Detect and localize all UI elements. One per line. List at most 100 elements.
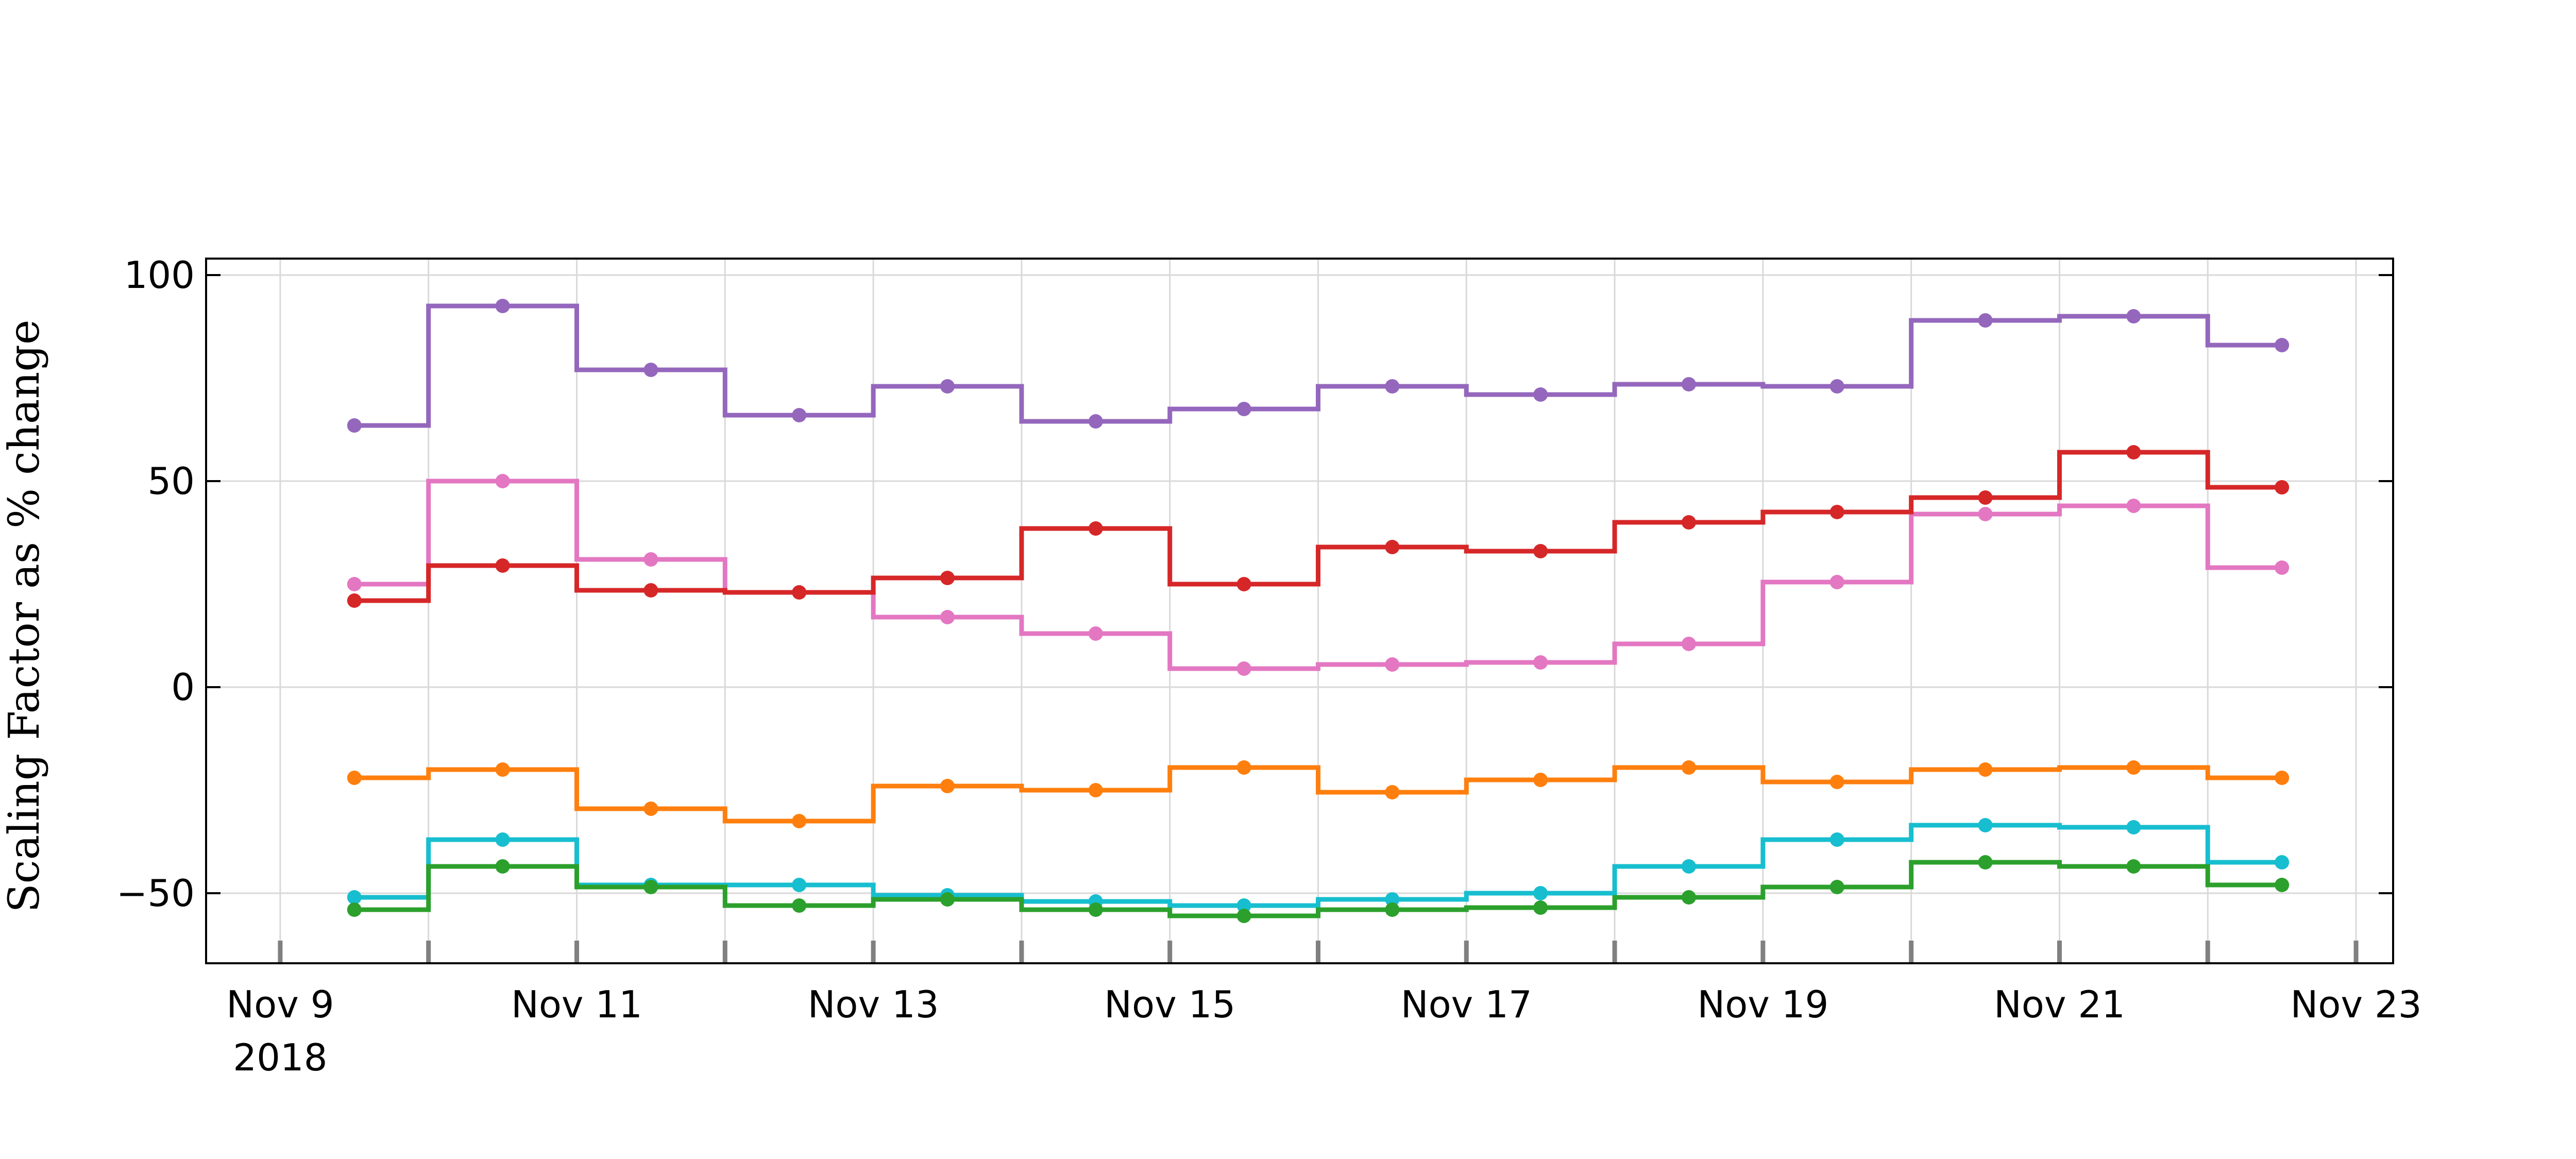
- data-point: [1681, 377, 1696, 391]
- data-point: [1681, 760, 1696, 775]
- data-point: [1236, 661, 1251, 676]
- series-3: [347, 760, 2290, 828]
- series-2: [347, 445, 2290, 608]
- x-tick-label: Nov 9: [226, 983, 334, 1026]
- data-point: [1829, 880, 1844, 894]
- data-point: [1978, 818, 1993, 832]
- data-point: [1533, 900, 1548, 915]
- x-tick-label: Nov 23: [2291, 983, 2422, 1026]
- data-point: [2275, 855, 2290, 870]
- data-point: [643, 583, 658, 598]
- data-point: [1681, 859, 1696, 874]
- data-point: [1681, 890, 1696, 905]
- x-tick-label: Nov 17: [1401, 983, 1532, 1026]
- data-point: [495, 299, 510, 313]
- data-point: [643, 363, 658, 377]
- data-point: [1236, 909, 1251, 923]
- data-point: [940, 892, 955, 907]
- data-point: [792, 585, 807, 600]
- data-point: [495, 558, 510, 573]
- data-point: [1385, 379, 1400, 394]
- data-point: [347, 771, 362, 785]
- data-point: [1829, 575, 1844, 589]
- data-point: [792, 878, 807, 892]
- data-point: [1978, 313, 1993, 328]
- data-point: [1533, 387, 1548, 402]
- data-point: [1533, 773, 1548, 787]
- data-point: [2275, 480, 2290, 495]
- data-point: [2126, 820, 2141, 834]
- data-point: [495, 832, 510, 847]
- data-point: [1829, 505, 1844, 519]
- data-point: [940, 571, 955, 585]
- data-point: [1236, 760, 1251, 775]
- data-point: [1385, 892, 1400, 907]
- y-tick-label: −50: [116, 872, 195, 915]
- data-point: [347, 577, 362, 591]
- data-point: [940, 379, 955, 394]
- data-point: [2275, 771, 2290, 785]
- data-point: [1533, 655, 1548, 670]
- data-point: [1978, 490, 1993, 505]
- data-point: [347, 902, 362, 917]
- data-point: [2126, 760, 2141, 775]
- x-tick-label: Nov 15: [1104, 983, 1235, 1026]
- data-point: [347, 418, 362, 433]
- data-point: [1978, 762, 1993, 777]
- data-point: [347, 890, 362, 905]
- series-5: [347, 855, 2290, 923]
- data-point: [1088, 902, 1103, 917]
- data-point: [1978, 855, 1993, 870]
- data-point: [1088, 783, 1103, 797]
- data-point: [1088, 626, 1103, 641]
- data-point: [2126, 499, 2141, 513]
- data-point: [2275, 338, 2290, 352]
- data-point: [495, 474, 510, 488]
- grid: [206, 259, 2393, 963]
- data-point: [1533, 886, 1548, 900]
- data-point: [792, 898, 807, 913]
- data-point: [1681, 637, 1696, 651]
- data-point: [2126, 859, 2141, 874]
- x-tick-label: Nov 13: [808, 983, 939, 1026]
- ticks: −50 0 50 100 Nov 9 2018 Nov 11 Nov 13 Nov 15 Nov …: [116, 253, 2422, 1079]
- plot-frame: [205, 258, 2394, 964]
- data-point: [347, 593, 362, 608]
- data-point: [2275, 878, 2290, 892]
- data-point: [792, 814, 807, 828]
- data-point: [495, 762, 510, 777]
- data-point: [643, 880, 658, 894]
- data-point: [1681, 515, 1696, 530]
- data-point: [1385, 902, 1400, 917]
- data-point: [1385, 657, 1400, 672]
- data-point: [2275, 560, 2290, 575]
- data-point: [1533, 544, 1548, 558]
- data-point: [1385, 540, 1400, 554]
- x-tick-label: Nov 11: [511, 983, 642, 1026]
- data-point: [1236, 577, 1251, 591]
- data-point: [1385, 785, 1400, 799]
- series-0: [347, 299, 2290, 433]
- data-point: [495, 859, 510, 874]
- x-tick-label: Nov 19: [1697, 983, 1828, 1026]
- data-point: [1978, 507, 1993, 521]
- x-tick-sublabel: 2018: [233, 1036, 327, 1079]
- data-point: [643, 802, 658, 816]
- y-axis-title: Scaling Factor as % change: [0, 319, 49, 912]
- data-point: [1236, 402, 1251, 416]
- data-point: [1236, 898, 1251, 913]
- y-tick-label: 50: [147, 459, 195, 503]
- y-tick-label: 100: [124, 253, 195, 297]
- data-point: [1829, 775, 1844, 789]
- data-point: [643, 552, 658, 567]
- data-point: [1088, 414, 1103, 429]
- data-point: [1829, 832, 1844, 847]
- data-point: [2126, 309, 2141, 323]
- data-point: [1829, 379, 1844, 394]
- data-point: [792, 408, 807, 422]
- data-point: [940, 610, 955, 624]
- data-point: [2126, 445, 2141, 459]
- data-point: [1088, 521, 1103, 536]
- data-point: [940, 779, 955, 793]
